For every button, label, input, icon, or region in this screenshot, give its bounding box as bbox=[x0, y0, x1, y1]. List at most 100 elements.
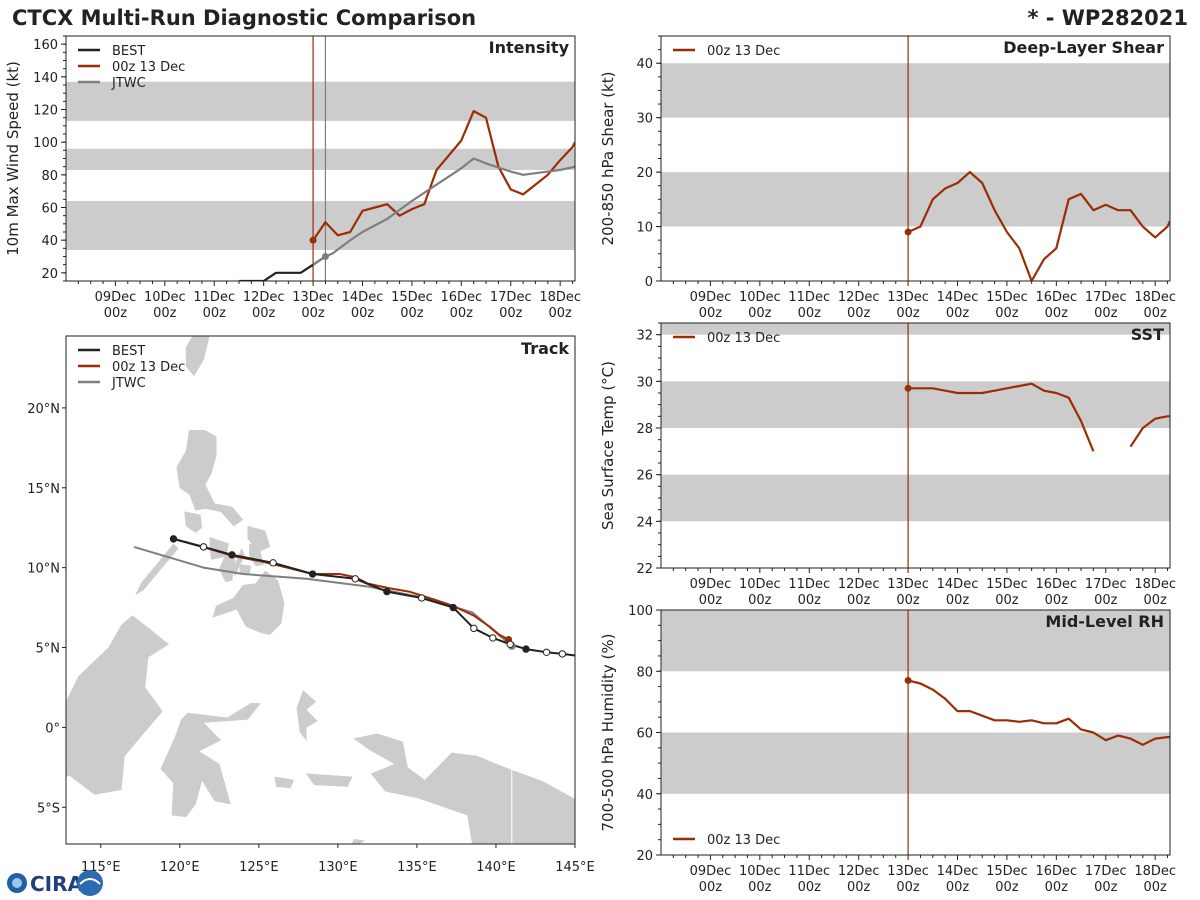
rh-band bbox=[661, 610, 1170, 672]
track-xtick-label: 145°E bbox=[555, 860, 595, 875]
cira-logo: CIRA bbox=[7, 870, 103, 896]
track-legend-label: JTWC bbox=[111, 376, 146, 391]
sst-title: SST bbox=[1131, 325, 1164, 344]
shear-xtick-hour: 00z bbox=[847, 306, 871, 321]
intensity-legend-label: JTWC bbox=[111, 76, 146, 91]
shear-xtick-day: 17Dec bbox=[1085, 290, 1127, 305]
track-best-point bbox=[417, 594, 426, 602]
land-samar bbox=[247, 525, 271, 553]
sst-xtick-hour: 00z bbox=[1094, 593, 1118, 608]
sst-panel: SST22242628303209Dec00z10Dec00z11Dec00z1… bbox=[599, 322, 1176, 608]
track-best-point bbox=[506, 640, 514, 649]
shear-plot-area bbox=[661, 36, 1170, 281]
sst-xtick-hour: 00z bbox=[798, 593, 822, 608]
shear-xtick-hour: 00z bbox=[1143, 306, 1167, 321]
shear-xtick-day: 18Dec bbox=[1134, 290, 1176, 305]
shear-ytick-label: 30 bbox=[636, 112, 653, 127]
track-xtick-label: 125°E bbox=[239, 860, 279, 875]
rh-plot-area bbox=[661, 610, 1170, 855]
intensity-xtick-day: 15Dec bbox=[391, 290, 433, 305]
intensity-xtick-hour: 00z bbox=[203, 306, 227, 321]
intensity-xtick-day: 12Dec bbox=[243, 290, 285, 305]
sst-ylabel: Sea Surface Temp (°C) bbox=[599, 361, 617, 530]
intensity-xtick-hour: 00z bbox=[301, 306, 325, 321]
sst-xtick-hour: 00z bbox=[699, 593, 723, 608]
intensity-xtick-hour: 00z bbox=[252, 306, 276, 321]
track-map-area bbox=[66, 336, 575, 844]
track-ytick-label: 5°S bbox=[37, 801, 60, 816]
land-bohol bbox=[239, 564, 252, 575]
rh-xtick-day: 10Dec bbox=[739, 864, 781, 879]
track-best-point bbox=[470, 624, 478, 633]
rh-xtick-hour: 00z bbox=[847, 880, 871, 895]
logo-emblem-icon bbox=[77, 870, 103, 896]
sst-xtick-hour: 00z bbox=[1045, 593, 1069, 608]
land-tanimbar bbox=[351, 838, 366, 844]
sst-frame bbox=[660, 322, 1171, 569]
shear-panel: Deep-Layer Shear01020304009Dec00z10Dec00… bbox=[599, 35, 1176, 321]
shear-xtick-day: 10Dec bbox=[739, 290, 781, 305]
sst-legend-label: 00z 13 Dec bbox=[707, 331, 780, 346]
intensity-xtick-hour: 00z bbox=[499, 306, 523, 321]
rh-xtick-day: 09Dec bbox=[690, 864, 732, 879]
intensity-xtick-hour: 00z bbox=[400, 306, 424, 321]
land-taiwan bbox=[185, 336, 210, 377]
rh-xtick-hour: 00z bbox=[896, 880, 920, 895]
rh-panel: Mid-Level RH2040608010009Dec00z10Dec00z1… bbox=[599, 604, 1176, 895]
rh-ytick-label: 20 bbox=[636, 849, 653, 864]
intensity-ytick-label: 80 bbox=[41, 169, 58, 184]
intensity-series-line bbox=[239, 255, 327, 281]
land-seram bbox=[305, 773, 353, 787]
track-ytick-label: 20°N bbox=[27, 402, 60, 417]
rh-title: Mid-Level RH bbox=[1045, 612, 1164, 631]
logo-wave-icon bbox=[79, 878, 101, 885]
sst-xtick-day: 18Dec bbox=[1134, 577, 1176, 592]
land-negros bbox=[219, 552, 236, 583]
intensity-ytick-label: 40 bbox=[41, 234, 58, 249]
track-best-point bbox=[269, 559, 277, 567]
rh-xtick-hour: 00z bbox=[748, 880, 772, 895]
rh-series-line bbox=[907, 679, 1170, 746]
intensity-legend-label: 00z 13 Dec bbox=[112, 60, 185, 75]
land-luzon bbox=[176, 430, 244, 527]
shear-xtick-hour: 00z bbox=[946, 306, 970, 321]
shear-xtick-hour: 00z bbox=[1045, 306, 1069, 321]
shear-series-line bbox=[907, 171, 1170, 281]
land-buru bbox=[274, 776, 294, 789]
track-xtick-label: 140°E bbox=[476, 860, 516, 875]
land-newguinea bbox=[353, 733, 575, 844]
sst-xtick-day: 09Dec bbox=[690, 577, 732, 592]
intensity-title: Intensity bbox=[489, 38, 570, 57]
track-best-point bbox=[308, 570, 317, 578]
track-xtick-label: 135°E bbox=[397, 860, 437, 875]
sst-ytick-label: 24 bbox=[636, 515, 653, 530]
rh-xtick-hour: 00z bbox=[1094, 880, 1118, 895]
intensity-legend-label: BEST bbox=[112, 44, 145, 59]
shear-xtick-day: 16Dec bbox=[1035, 290, 1077, 305]
rh-xtick-day: 14Dec bbox=[937, 864, 979, 879]
sst-ytick-label: 28 bbox=[636, 422, 653, 437]
shear-xtick-hour: 00z bbox=[896, 306, 920, 321]
rh-xtick-hour: 00z bbox=[699, 880, 723, 895]
shear-init-marker bbox=[904, 228, 912, 236]
intensity-ytick-label: 120 bbox=[33, 104, 58, 119]
sst-ytick-label: 32 bbox=[636, 329, 653, 344]
shear-ytick-label: 10 bbox=[636, 221, 653, 236]
intensity-ytick-label: 140 bbox=[33, 71, 58, 86]
shear-band bbox=[661, 172, 1170, 227]
rh-xtick-hour: 00z bbox=[1045, 880, 1069, 895]
sst-xtick-day: 12Dec bbox=[838, 577, 880, 592]
track-jtwc-line bbox=[133, 545, 513, 647]
track-best-point bbox=[558, 650, 567, 658]
intensity-xtick-day: 11Dec bbox=[193, 290, 235, 305]
intensity-series-line bbox=[312, 109, 575, 241]
sst-ytick-label: 22 bbox=[636, 562, 653, 577]
shear-xtick-hour: 00z bbox=[699, 306, 723, 321]
track-legend-label: BEST bbox=[112, 344, 145, 359]
intensity-ytick-label: 20 bbox=[41, 267, 58, 282]
sst-series-line bbox=[908, 382, 1095, 452]
land-borneo bbox=[66, 615, 170, 795]
shear-ylabel: 200-850 hPa Shear (kt) bbox=[599, 72, 617, 246]
land-sulawesi bbox=[160, 703, 261, 818]
shear-xtick-hour: 00z bbox=[995, 306, 1019, 321]
